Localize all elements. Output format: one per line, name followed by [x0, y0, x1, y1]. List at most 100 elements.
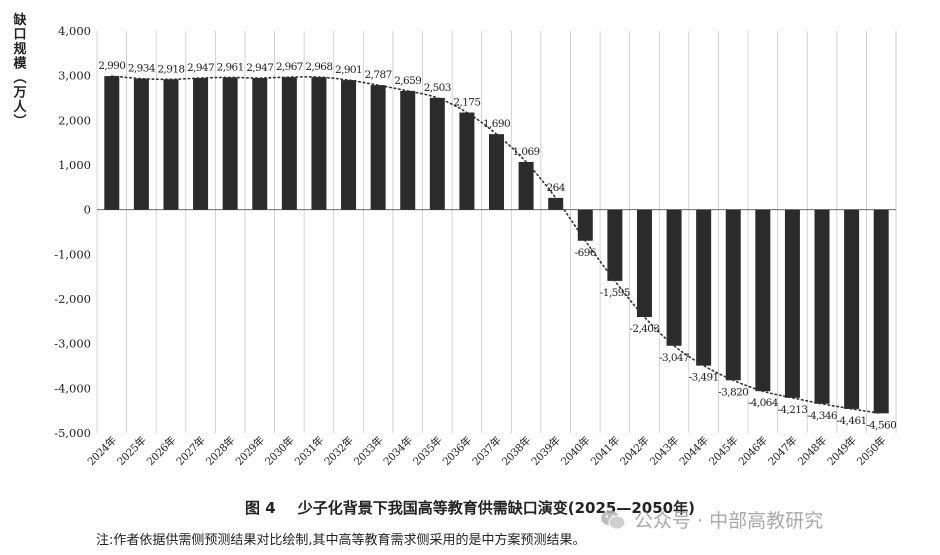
figure-label: 图 4 — [245, 499, 276, 517]
bar — [725, 209, 741, 381]
bar — [370, 85, 386, 210]
wechat-icon — [601, 510, 626, 529]
x-tick-label: 2048年 — [795, 434, 829, 468]
x-tick-label: 2049年 — [825, 434, 859, 468]
y-axis-title: 缺口规模︵万人︶ — [12, 12, 27, 130]
bar — [755, 209, 771, 392]
figure-title: 少子化背景下我国高等教育供需缺口演变(2025—2050年) — [297, 499, 695, 517]
data-label: 2,947 — [187, 62, 214, 74]
x-tick-label: 2039年 — [529, 434, 563, 468]
data-label: -3,491 — [689, 372, 719, 384]
x-tick-label: 2041年 — [588, 434, 622, 468]
data-label: -1,595 — [600, 287, 630, 299]
y-tick-label: 3,000 — [58, 69, 91, 83]
data-label: 2,961 — [217, 61, 244, 73]
data-label: 2,967 — [276, 61, 303, 73]
x-tick-label: 2033年 — [351, 434, 385, 468]
data-label: -3,820 — [718, 386, 748, 398]
data-label: -2,403 — [629, 323, 659, 335]
x-tick-label: 2040年 — [558, 434, 592, 468]
data-label: -4,346 — [807, 410, 838, 422]
bar — [163, 79, 179, 210]
y-tick-label: 1,000 — [58, 158, 91, 172]
data-label: 2,968 — [305, 61, 332, 73]
bar — [814, 209, 830, 404]
data-label: 2,175 — [453, 97, 480, 109]
y-tick-label: 0 — [84, 203, 91, 217]
x-tick-label: 2031年 — [292, 434, 326, 468]
x-tick-label: 2026年 — [144, 434, 178, 468]
data-label: 2,947 — [246, 62, 273, 74]
bar — [844, 209, 860, 409]
bar — [281, 77, 297, 210]
bar — [666, 209, 682, 346]
bar — [696, 209, 712, 366]
bar — [489, 134, 504, 210]
x-tick-label: 2042年 — [617, 434, 651, 468]
data-label: 1,690 — [483, 118, 510, 130]
x-tick-label: 2050年 — [854, 434, 888, 468]
bar — [784, 209, 800, 398]
figure-note: 注:作者依据供需侧预测结果对比绘制,其中高等教育需求侧采用的是中方案预测结果。 — [96, 533, 586, 548]
data-label: 2,787 — [365, 69, 392, 81]
figure-caption: 图 4 少子化背景下我国高等教育供需缺口演变(2025—2050年) — [0, 497, 940, 518]
data-label: 264 — [547, 182, 566, 194]
bar — [400, 90, 416, 210]
bar — [341, 80, 357, 210]
x-tick-label: 2032年 — [322, 434, 356, 468]
y-tick-label: -4,000 — [54, 381, 91, 395]
y-tick-label: 2,000 — [58, 113, 91, 127]
x-tick-label: 2034年 — [381, 434, 415, 468]
x-tick-label: 2029年 — [233, 434, 267, 468]
data-label: -4,213 — [777, 404, 807, 416]
bar — [548, 197, 564, 210]
data-label: -696 — [575, 247, 597, 259]
y-tick-label: -3,000 — [54, 337, 91, 351]
x-tick-label: 2047年 — [765, 434, 799, 468]
x-tick-label: 2044年 — [677, 434, 711, 468]
data-label: 2,901 — [335, 64, 362, 76]
bar — [873, 209, 889, 414]
x-tick-label: 2046年 — [736, 434, 770, 468]
bar — [104, 76, 120, 210]
bar — [518, 161, 534, 210]
bars — [104, 76, 889, 414]
bar — [311, 77, 327, 210]
bar — [577, 209, 593, 241]
y-tick-labels: 4,000 3,000 2,000 1,000 0 -1,000 -2,000 -3,000 -… — [54, 24, 91, 440]
x-tick-label: 2037年 — [470, 434, 504, 468]
data-label: 2,503 — [424, 82, 451, 94]
y-tick-label: -2,000 — [54, 292, 91, 306]
data-labels: 2,990 2,934 2,918 2,947 2,961 2,947 2,967 2,968… — [98, 60, 897, 431]
bar — [459, 112, 475, 210]
data-label: -4,064 — [748, 397, 779, 409]
x-tick-label: 2036年 — [440, 434, 474, 468]
y-tick-label: 4,000 — [58, 24, 91, 38]
data-label: 2,934 — [128, 63, 156, 75]
x-tick-label: 2045年 — [706, 434, 740, 468]
y-tick-label: -1,000 — [54, 247, 91, 261]
trend-line — [110, 75, 883, 415]
bar — [429, 97, 445, 210]
data-label: 1,069 — [513, 146, 540, 158]
x-tick-label: 2043年 — [647, 434, 681, 468]
x-tick-label: 2028年 — [203, 434, 237, 468]
x-tick-label: 2027年 — [174, 434, 208, 468]
grid-lines — [96, 31, 897, 433]
bar — [222, 77, 238, 210]
bar — [607, 209, 623, 281]
x-tick-labels: 2024年2025年2026年2027年2028年2029年2030年2031年… — [85, 434, 889, 468]
data-label: 2,990 — [98, 60, 125, 72]
bar — [636, 209, 652, 318]
bar — [193, 78, 209, 210]
bar — [252, 78, 268, 210]
watermark-text: 公众号 · 中部高教研究 — [634, 510, 824, 532]
watermark: 公众号 · 中部高教研究 — [600, 506, 823, 533]
data-label: -4,461 — [837, 415, 867, 427]
x-tick-label: 2035年 — [410, 434, 444, 468]
x-tick-label: 2025年 — [114, 434, 148, 468]
data-label: -3,047 — [659, 352, 689, 364]
x-tick-label: 2038年 — [499, 434, 533, 468]
x-tick-label: 2030年 — [262, 434, 296, 468]
y-tick-label: -5,000 — [54, 426, 91, 440]
